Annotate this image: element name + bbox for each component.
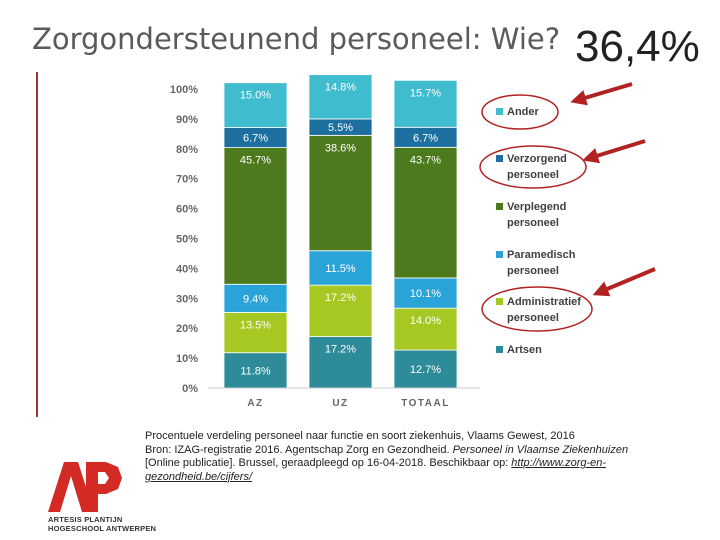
legend-swatch bbox=[496, 346, 503, 353]
bar-segment bbox=[223, 147, 288, 285]
y-tick-label: 40% bbox=[176, 263, 198, 275]
data-label: 15.0% bbox=[240, 90, 271, 102]
x-category-label: TOTAAL bbox=[401, 398, 450, 409]
bar-segment bbox=[223, 82, 288, 128]
bar-segment bbox=[223, 311, 288, 354]
data-label: 15.7% bbox=[410, 87, 441, 99]
ap-logo-icon bbox=[48, 462, 122, 512]
legend-label: Artsen bbox=[507, 344, 542, 356]
data-label: 17.2% bbox=[325, 292, 356, 304]
slide-title: Zorgondersteunend personeel: Wie? bbox=[32, 22, 561, 56]
y-tick-label: 10% bbox=[176, 353, 198, 365]
bar-segment bbox=[393, 307, 458, 351]
stacked-bar-chart: 0% 10% 20% 30% 40% 50% 60% 70% 80% 90% 100% 11.8% 13… bbox=[170, 74, 480, 409]
data-label: 14.8% bbox=[325, 82, 356, 94]
legend-swatch bbox=[496, 298, 503, 305]
x-category-label: AZ bbox=[247, 398, 263, 409]
caption-description: Procentuele verdeling personeel naar fun… bbox=[145, 430, 575, 442]
source-link[interactable]: http://www.zorg-en-gezondheid.be/cijfers… bbox=[145, 457, 607, 483]
legend-swatch bbox=[496, 155, 503, 162]
legend-swatch bbox=[496, 108, 503, 115]
legend-label: Verzorgend personeel bbox=[507, 153, 567, 181]
bar-segment bbox=[308, 134, 373, 252]
legend-label: Verplegend personeel bbox=[507, 201, 567, 229]
bar-segment bbox=[393, 349, 458, 389]
arrow-icon bbox=[582, 139, 646, 164]
data-label: 6.7% bbox=[243, 133, 268, 145]
data-label: 5.5% bbox=[328, 122, 353, 134]
data-label: 12.7% bbox=[410, 364, 441, 376]
logo-line-2: HOGESCHOOL ANTWERPEN bbox=[48, 524, 157, 533]
left-divider bbox=[36, 72, 38, 417]
source-caption: Procentuele verdeling personeel naar fun… bbox=[145, 430, 690, 484]
data-label: 38.6% bbox=[325, 142, 356, 154]
logo-letter-p bbox=[86, 462, 122, 512]
y-tick-label: 0% bbox=[182, 383, 198, 395]
logo-letter-a bbox=[48, 462, 94, 512]
legend-label: Administratief personeel bbox=[507, 296, 581, 324]
caption-retrieval: [Online publicatie]. Brussel, geraadplee… bbox=[145, 457, 512, 469]
data-label: 13.5% bbox=[240, 319, 271, 331]
bar-segment bbox=[393, 79, 458, 128]
bar-segment bbox=[308, 250, 373, 286]
legend-item: Paramedisch personeel bbox=[496, 247, 589, 279]
data-label: 6.7% bbox=[413, 132, 438, 144]
y-tick-label: 80% bbox=[176, 144, 198, 156]
legend-label: Paramedisch personeel bbox=[507, 249, 576, 277]
bar-segment bbox=[393, 146, 458, 279]
legend-label: Ander bbox=[507, 106, 539, 118]
y-tick-label: 90% bbox=[176, 114, 198, 126]
y-tick-label: 70% bbox=[176, 174, 198, 186]
y-tick-label: 20% bbox=[176, 323, 198, 335]
data-label: 11.5% bbox=[325, 263, 356, 275]
y-tick-label: 100% bbox=[170, 84, 198, 96]
y-tick-label: 30% bbox=[176, 293, 198, 305]
y-tick-label: 60% bbox=[176, 204, 198, 216]
caption-source: Bron: IZAG-registratie 2016. Agentschap … bbox=[145, 443, 453, 456]
legend-item: Administratief personeel bbox=[496, 294, 589, 326]
data-label: 11.8% bbox=[240, 365, 271, 377]
arrow-icon bbox=[592, 267, 656, 297]
legend-item: Verzorgend personeel bbox=[496, 151, 589, 183]
legend-item: Verplegend personeel bbox=[496, 199, 589, 231]
legend-swatch bbox=[496, 203, 503, 210]
bar-segment bbox=[308, 284, 373, 337]
data-label: 45.7% bbox=[240, 155, 271, 167]
logo-text: ARTESIS PLANTIJN HOGESCHOOL ANTWERPEN bbox=[48, 515, 156, 533]
logo-letter-p-counter bbox=[98, 472, 109, 484]
y-tick-label: 50% bbox=[176, 234, 198, 246]
x-category-label: UZ bbox=[332, 398, 348, 409]
highlight-percentage: 36,4% bbox=[575, 22, 700, 71]
data-label: 43.7% bbox=[410, 154, 441, 166]
data-label: 14.0% bbox=[410, 315, 441, 327]
legend-swatch bbox=[496, 251, 503, 258]
data-label: 9.4% bbox=[243, 293, 268, 305]
bar-segment bbox=[308, 74, 373, 120]
data-label: 17.2% bbox=[325, 344, 356, 356]
caption-publication-title: Personeel in Vlaamse Ziekenhuizen bbox=[452, 443, 629, 456]
legend-item: Ander bbox=[496, 104, 589, 120]
legend-item: Artsen bbox=[496, 342, 589, 358]
logo-line-1: ARTESIS PLANTIJN bbox=[48, 515, 123, 524]
bar-segment bbox=[223, 352, 288, 389]
data-label: 10.1% bbox=[410, 288, 441, 300]
